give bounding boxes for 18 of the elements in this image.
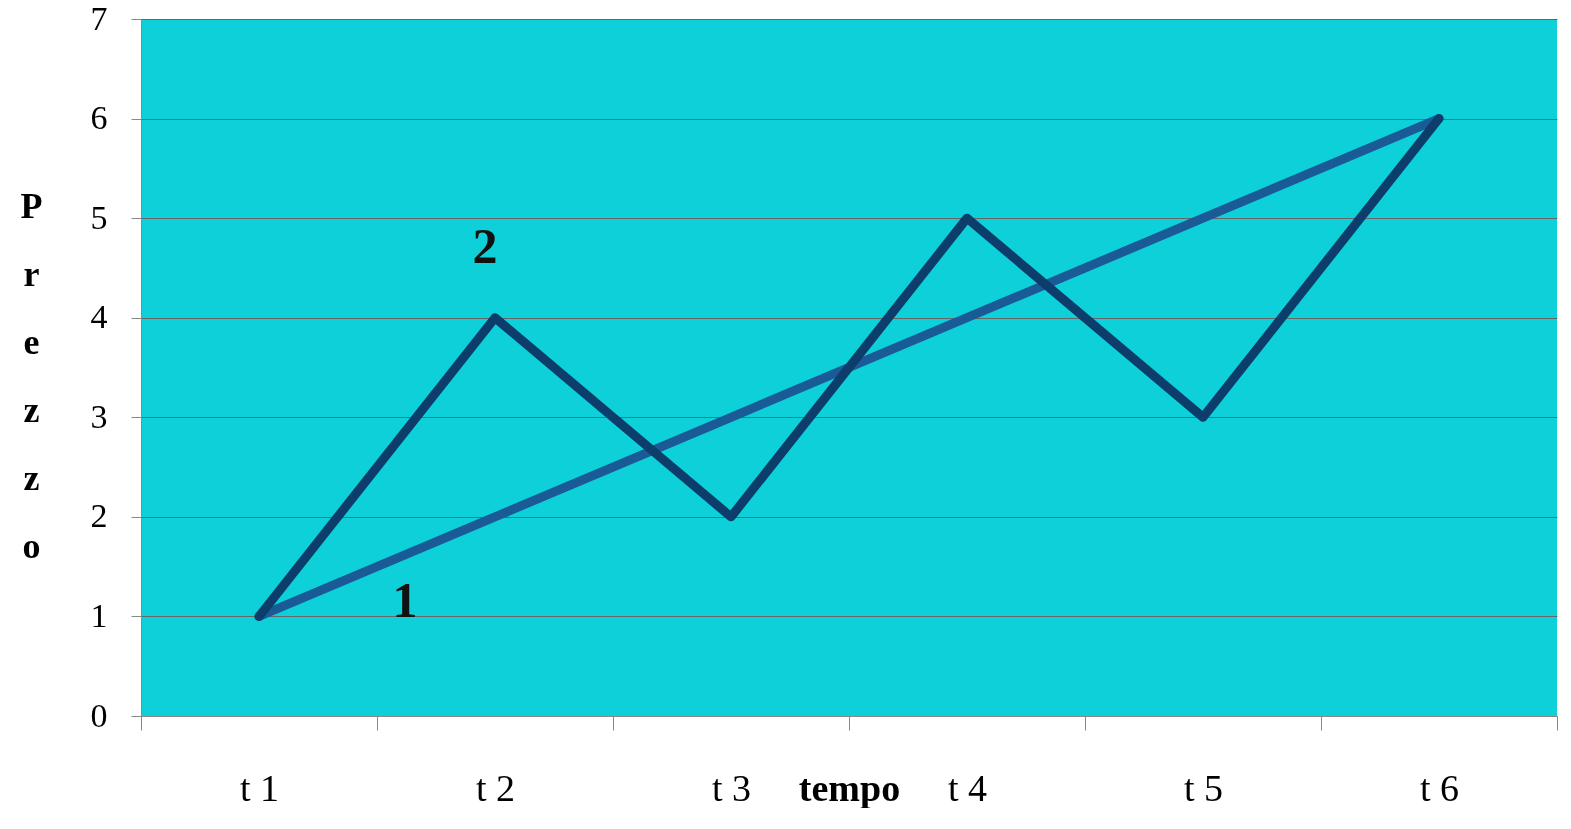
y-tick-label: 1: [90, 596, 108, 634]
x-axis-title: tempo: [798, 766, 901, 809]
y-tick-label: 6: [90, 99, 108, 137]
x-tick-label: t 3: [711, 766, 752, 809]
x-tick-label: t 2: [475, 766, 516, 809]
y-tick-label: 4: [90, 298, 108, 336]
y-tick-label: 2: [90, 497, 108, 535]
x-tick-label: t 1: [239, 766, 280, 809]
x-tick-label: t 6: [1419, 766, 1460, 809]
y-tick-label: 3: [90, 397, 108, 435]
y-tick-label: 0: [90, 696, 108, 734]
series-label: 2: [472, 217, 498, 274]
x-tick-label: t 4: [947, 766, 988, 809]
x-tick-label: t 5: [1183, 766, 1224, 809]
y-tick-label: 5: [90, 198, 108, 236]
series-label: 1: [392, 571, 418, 628]
y-tick-label: 7: [90, 0, 108, 37]
y-axis-title: Prezzo: [20, 185, 43, 566]
